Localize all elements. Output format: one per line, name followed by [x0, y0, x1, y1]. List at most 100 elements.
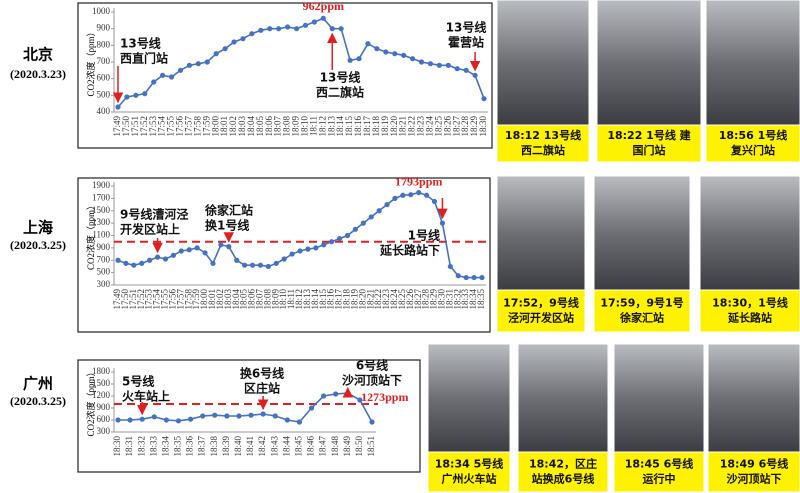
- data-point: [151, 414, 157, 420]
- data-point: [416, 190, 422, 196]
- photo-caption: 18:12 13号线: [505, 128, 581, 142]
- y-tick-label: 600: [97, 414, 111, 424]
- data-point: [123, 260, 129, 266]
- data-point: [175, 418, 182, 424]
- x-tick-label: 18:22: [373, 289, 383, 310]
- data-point: [401, 52, 407, 58]
- y-tick-label: 1500: [92, 378, 111, 388]
- data-point: [154, 254, 161, 260]
- data-point: [187, 416, 194, 422]
- photo-caption: 徐家汇站: [619, 311, 664, 325]
- date: (2020.3.25): [10, 394, 66, 408]
- photo: [496, 175, 586, 291]
- photo: [593, 175, 691, 291]
- y-tick-label: 1000: [92, 6, 111, 16]
- annotation: 火车站上: [122, 389, 170, 404]
- x-tick-label: 18:46: [306, 436, 316, 457]
- data-point: [356, 56, 362, 62]
- photo: [517, 343, 609, 453]
- data-point: [463, 274, 469, 281]
- city: 广州: [23, 375, 53, 393]
- x-tick-label: 18:19: [380, 116, 390, 137]
- data-point: [212, 412, 218, 418]
- y-tick-label: 700: [97, 56, 111, 66]
- data-point: [224, 413, 230, 419]
- caption-box: [699, 289, 800, 333]
- x-tick-label: 17:51: [128, 289, 138, 310]
- x-tick-label: 18:05: [255, 116, 265, 137]
- data-point: [302, 22, 309, 28]
- data-point: [213, 51, 219, 57]
- annotation: 6号线: [356, 358, 388, 373]
- x-tick-label: 18:35: [476, 289, 486, 310]
- data-point: [147, 257, 153, 263]
- data-point: [267, 26, 273, 32]
- x-tick-label: 18:30: [436, 289, 446, 310]
- x-tick-label: 18:03: [223, 289, 233, 310]
- x-tick-label: 17:56: [167, 289, 177, 310]
- x-tick-label: 18:07: [273, 116, 283, 137]
- data-point: [320, 15, 326, 21]
- data-point: [249, 262, 256, 268]
- data-point: [131, 262, 137, 268]
- x-tick-label: 18:12: [294, 289, 304, 310]
- data-point: [231, 39, 237, 45]
- caption-box: [707, 451, 800, 493]
- data-point: [352, 226, 358, 232]
- x-tick-label: 18:14: [310, 289, 320, 310]
- x-tick-label: 18:41: [245, 436, 255, 457]
- x-tick-label: 18:20: [357, 289, 367, 310]
- annotation: 霍营站: [448, 35, 484, 50]
- x-tick-label: 18:34: [468, 289, 478, 310]
- photo-caption: 17:59，9号1号: [600, 297, 683, 310]
- x-tick-label: 18:10: [300, 116, 310, 137]
- data-point: [344, 232, 351, 239]
- data-point: [273, 260, 279, 266]
- data-point: [374, 46, 380, 52]
- x-tick-label: 18:19: [349, 289, 359, 310]
- y-tick-label: 600: [97, 73, 111, 83]
- x-tick-label: 18:02: [215, 289, 225, 310]
- data-point: [409, 56, 416, 62]
- photo-caption: 18:34 5号线: [435, 457, 504, 471]
- x-tick-label: 18:48: [330, 436, 340, 457]
- data-point: [281, 256, 287, 262]
- photo-caption: 站换成6号线: [532, 472, 595, 486]
- x-tick-label: 18:17: [334, 289, 344, 310]
- x-tick-label: 17:59: [201, 116, 211, 137]
- data-point: [418, 59, 425, 65]
- photo-caption: 延长路站: [727, 311, 772, 325]
- data-point: [163, 417, 169, 423]
- photo-caption: 18:30，1号线: [712, 296, 788, 310]
- data-point: [368, 214, 374, 220]
- city: 上海: [23, 219, 53, 237]
- y-tick-label: 700: [97, 254, 111, 264]
- date: (2020.3.25): [10, 238, 66, 252]
- data-point: [124, 94, 130, 100]
- y-tick-label: 1100: [92, 230, 110, 240]
- data-point: [115, 104, 121, 110]
- x-tick-label: 18:29: [429, 289, 439, 310]
- x-tick-label: 18:23: [381, 289, 391, 310]
- x-tick-label: 18:28: [460, 116, 470, 137]
- x-tick-label: 18:15: [318, 289, 328, 310]
- data-point: [160, 72, 166, 78]
- data-point: [392, 51, 398, 57]
- annotation: 换1号线: [205, 218, 249, 233]
- data-point: [186, 247, 192, 253]
- x-tick-label: 18:11: [308, 116, 318, 136]
- data-point: [202, 250, 208, 256]
- data-point: [376, 208, 382, 214]
- data-point: [257, 262, 264, 268]
- photo-caption: 17:52，9号线: [503, 296, 579, 310]
- x-tick-label: 18:37: [197, 436, 207, 457]
- x-tick-label: 18:34: [160, 436, 170, 457]
- data-point: [455, 273, 461, 279]
- data-point: [162, 256, 169, 262]
- data-point: [333, 391, 339, 397]
- caption-box: [496, 289, 586, 333]
- x-tick-label: 18:06: [264, 116, 274, 137]
- x-tick-label: 18:26: [405, 289, 415, 310]
- y-tick-label: 1200: [92, 390, 111, 400]
- data-point: [392, 195, 398, 201]
